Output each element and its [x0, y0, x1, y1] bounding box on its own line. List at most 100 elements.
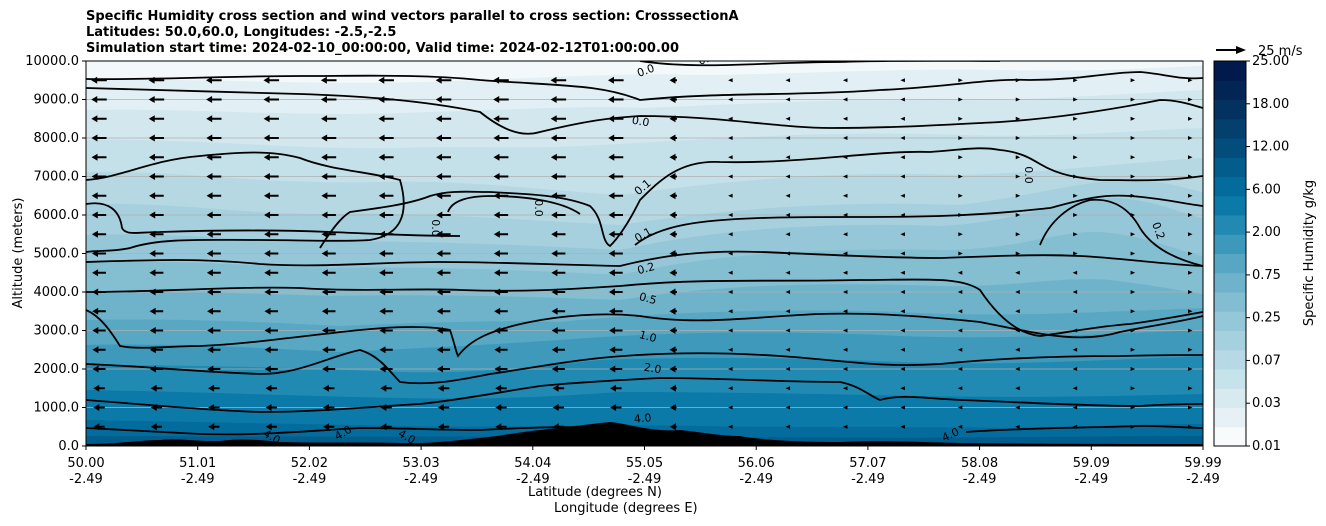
wind-arrow [842, 367, 848, 371]
contour-label: 0.5 [638, 290, 658, 307]
wind-arrow [669, 250, 677, 257]
wind-arrow [380, 404, 392, 411]
wind-arrow [728, 270, 733, 275]
y-axis-label: Altitude (meters) [11, 198, 26, 309]
colorbar-segment [1214, 138, 1246, 158]
wind-arrow [1188, 405, 1193, 410]
wind-arrow [93, 404, 105, 411]
wind-arrow [148, 153, 164, 161]
wind-arrow [206, 288, 221, 296]
x-tick-label-lon: -2.49 [181, 472, 215, 487]
wind-arrow [495, 384, 507, 392]
wind-arrow [380, 423, 392, 431]
wind-arrow [608, 153, 624, 161]
wind-arrow [91, 211, 107, 219]
colorbar-segment [1214, 349, 1246, 370]
wind-arrow [900, 328, 905, 333]
wind-arrow [785, 290, 791, 294]
wind-arrow [1073, 155, 1078, 160]
colorbar-segment [1214, 388, 1246, 408]
wind-arrow [1015, 232, 1021, 237]
x-tick-label-lat: 59.99 [1184, 456, 1221, 471]
wind-arrow [728, 193, 733, 198]
colorbar-frame [1213, 60, 1247, 447]
wind-arrow [957, 328, 963, 333]
x-tick-label-lon: -2.49 [739, 472, 773, 487]
wind-arrow [1130, 213, 1136, 217]
wind-arrow [728, 347, 733, 352]
colorbar-label: Specific Humidity g/kg [1302, 180, 1317, 326]
wind-arrow [1130, 328, 1136, 333]
wind-arrow [1015, 213, 1021, 217]
wind-arrow [206, 230, 221, 238]
x-tick-label-lon: -2.49 [516, 472, 550, 487]
wind-arrow [320, 96, 337, 103]
colorbar-segment [1214, 426, 1246, 447]
wind-arrow [608, 230, 623, 238]
wind-arrow [378, 192, 394, 200]
wind-arrow [321, 153, 337, 161]
y-axis: 0.0 1000.0 2000.0 3000.0 4000.0 5000.0 6000.0 7… [25, 54, 86, 454]
wind-arrow [436, 153, 452, 161]
wind-arrow [900, 270, 905, 275]
wind-arrow [379, 365, 393, 373]
wind-arrow [608, 115, 624, 123]
wind-arrow [957, 290, 963, 294]
wind-arrow [493, 173, 509, 180]
wind-arrow [728, 405, 733, 410]
wind-arrow [957, 424, 963, 429]
contour-label: 0.0 [631, 114, 650, 130]
wind-arrow [550, 96, 567, 103]
wind-arrow [321, 288, 336, 296]
colorbar-tick-label: 18.00 [1252, 97, 1289, 112]
wind-arrow [1073, 78, 1078, 83]
contour-label: 0.0 [429, 219, 442, 237]
wind-arrow [437, 404, 450, 411]
wind-arrow [435, 115, 452, 123]
wind-arrow [785, 232, 791, 237]
wind-arrow [379, 346, 393, 354]
wind-arrow [1188, 386, 1193, 391]
wind-arrow [669, 404, 677, 411]
wind-arrow [206, 192, 222, 200]
wind-arrow [728, 78, 733, 83]
colorbar-segment [1214, 157, 1246, 177]
wind-arrow [669, 230, 677, 238]
x-tick-label-lat: 58.08 [961, 456, 998, 471]
wind-arrow [493, 134, 509, 142]
contour-label: 0.0 [696, 50, 717, 68]
wind-arrow [208, 384, 220, 392]
wind-arrow [1015, 347, 1020, 352]
wind-arrow [1188, 155, 1193, 160]
wind-arrow [148, 96, 165, 103]
wind-arrow [1130, 424, 1136, 429]
wind-arrow [728, 367, 733, 371]
wind-arrow [436, 288, 451, 296]
wind-arrow [436, 211, 451, 219]
wind-arrow [493, 250, 508, 257]
wind-arrow [552, 384, 565, 392]
colorbar-segment [1214, 176, 1246, 197]
wind-arrow [609, 307, 623, 315]
wind-arrow [436, 327, 451, 334]
wind-arrow [1188, 367, 1193, 371]
wind-arrow [379, 269, 394, 277]
wind-arrow [92, 307, 106, 315]
x-tick-label-lat: 54.04 [514, 456, 551, 471]
humidity-filled-contours [86, 61, 1203, 446]
wind-arrow [550, 134, 566, 142]
wind-arrow [669, 192, 677, 200]
wind-arrow [1072, 347, 1078, 352]
colorbar-segment [1214, 292, 1246, 312]
wind-arrow [958, 251, 963, 256]
wind-arrow [494, 365, 508, 373]
wind-arrow [608, 250, 623, 257]
wind-arrow [92, 288, 106, 296]
title-line-2: Latitudes: 50.0,60.0, Longitudes: -2.5,-… [86, 25, 397, 40]
wind-arrow [842, 116, 848, 121]
colorbar-tick-label: 0.25 [1252, 311, 1281, 326]
wind-arrow [493, 230, 509, 238]
wind-arrow [785, 174, 791, 179]
colorbar-tick-label: 12.00 [1252, 140, 1289, 155]
y-tick-label: 8000.0 [34, 131, 80, 146]
